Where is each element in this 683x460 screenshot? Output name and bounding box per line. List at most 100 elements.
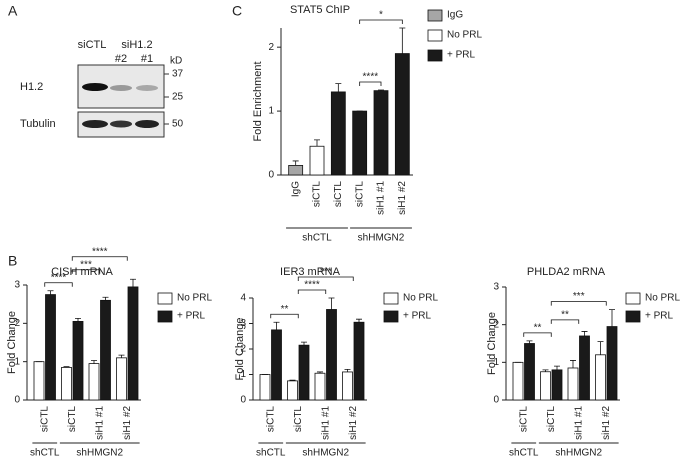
significance-label: **** bbox=[363, 72, 379, 83]
y-tick-label: 3 bbox=[240, 318, 246, 329]
group-label: shCTL bbox=[302, 233, 332, 244]
bar bbox=[342, 371, 353, 401]
significance-bracket bbox=[297, 289, 327, 294]
row-label: Tubulin bbox=[20, 118, 56, 130]
bar bbox=[606, 326, 618, 401]
x-tick-label: siCTL bbox=[39, 406, 50, 433]
bar bbox=[326, 309, 337, 401]
bar bbox=[512, 361, 524, 401]
legend-swatch bbox=[383, 310, 399, 323]
y-tick-label: 0 bbox=[240, 395, 246, 406]
significance-bracket bbox=[44, 282, 73, 287]
significance-label: ** bbox=[561, 310, 569, 321]
lane-label: siCTL bbox=[78, 39, 107, 51]
error-bar bbox=[75, 317, 81, 322]
legend-swatch bbox=[427, 29, 443, 42]
group-label: shHMGN2 bbox=[555, 448, 602, 459]
significance-bracket bbox=[270, 313, 299, 319]
significance-label: * bbox=[379, 10, 383, 21]
x-tick-label: siH1 #2 bbox=[601, 406, 612, 440]
lane-label: #2 bbox=[115, 53, 127, 65]
x-tick-label: siH1 #1 bbox=[320, 406, 331, 440]
x-tick-label: siCTL bbox=[546, 406, 557, 433]
bar bbox=[567, 367, 579, 401]
unit-label: kD bbox=[170, 56, 182, 67]
bar bbox=[394, 53, 410, 176]
error-bar bbox=[542, 369, 549, 372]
group-label: shHMGN2 bbox=[302, 448, 349, 459]
error-bar bbox=[335, 83, 342, 92]
significance-bracket bbox=[550, 301, 607, 306]
significance-label: **** bbox=[304, 280, 320, 291]
bar bbox=[579, 335, 590, 401]
significance-bracket bbox=[523, 332, 552, 337]
chart-title: IER3 mRNA bbox=[280, 266, 341, 278]
legend-label: + PRL bbox=[403, 311, 432, 322]
bar bbox=[116, 357, 127, 401]
error-bar bbox=[314, 139, 320, 147]
y-tick-label: 2 bbox=[493, 319, 499, 330]
legend-label: + PRL bbox=[447, 50, 476, 61]
bar bbox=[352, 110, 368, 176]
legend-label: + PRL bbox=[177, 311, 206, 322]
x-tick-label: IgG bbox=[290, 181, 301, 197]
legend-swatch bbox=[625, 292, 641, 305]
x-tick-label: siCTL bbox=[312, 181, 323, 208]
chart-title: STAT5 ChIP bbox=[290, 4, 350, 16]
x-tick-label: siCTL bbox=[67, 406, 78, 433]
bar bbox=[353, 321, 365, 401]
bar bbox=[309, 145, 325, 176]
panel-label: C bbox=[232, 3, 242, 19]
significance-label: *** bbox=[573, 291, 585, 302]
x-tick-label: siCTL bbox=[354, 181, 365, 208]
error-bar bbox=[91, 360, 97, 364]
bar bbox=[298, 344, 310, 401]
row-label: H1.2 bbox=[20, 81, 43, 93]
chart-title: CISH mRNA bbox=[51, 266, 113, 278]
significance-bracket bbox=[550, 319, 580, 324]
bar bbox=[88, 363, 100, 401]
legend-swatch bbox=[625, 310, 641, 323]
legend-label: No PRL bbox=[403, 293, 438, 304]
marker-label: 25 bbox=[172, 92, 184, 103]
legend-label: IgG bbox=[447, 10, 463, 21]
error-bar bbox=[317, 371, 323, 374]
bar bbox=[373, 90, 389, 176]
significance-bracket bbox=[71, 269, 101, 274]
error-bar bbox=[118, 354, 125, 358]
significance-label: **** bbox=[92, 246, 108, 257]
band bbox=[82, 120, 108, 128]
bar bbox=[271, 329, 282, 401]
error-bar bbox=[378, 89, 384, 91]
bar bbox=[259, 374, 271, 401]
y-tick-label: 2 bbox=[240, 344, 246, 355]
significance-bracket bbox=[359, 19, 403, 24]
y-tick-label: 0 bbox=[493, 395, 499, 406]
marker-label: 37 bbox=[172, 69, 184, 80]
bar bbox=[551, 369, 563, 401]
error-bar bbox=[344, 369, 351, 372]
group-label: shHMGN2 bbox=[76, 448, 123, 459]
y-tick-label: 2 bbox=[268, 42, 274, 53]
bar bbox=[61, 367, 72, 401]
y-tick-label: 1 bbox=[268, 106, 274, 117]
group-label: shCTL bbox=[256, 448, 286, 459]
significance-bracket bbox=[359, 81, 382, 86]
lane-label: #1 bbox=[141, 53, 153, 65]
x-tick-label: siH1 #2 bbox=[348, 406, 359, 440]
significance-bracket bbox=[297, 276, 354, 281]
error-bar bbox=[47, 290, 54, 295]
x-tick-label: siH1 #2 bbox=[122, 406, 133, 440]
legend-swatch bbox=[157, 292, 173, 305]
legend-swatch bbox=[427, 9, 443, 22]
error-bar bbox=[130, 278, 136, 287]
group-label: shCTL bbox=[30, 448, 60, 459]
x-tick-label: siCTL bbox=[518, 406, 529, 433]
group-label: shCTL bbox=[509, 448, 539, 459]
error-bar bbox=[292, 160, 299, 166]
error-bar bbox=[328, 297, 335, 310]
y-axis-label: Fold Enrichment bbox=[252, 61, 264, 141]
error-bar bbox=[273, 321, 280, 330]
legend-swatch bbox=[383, 292, 399, 305]
